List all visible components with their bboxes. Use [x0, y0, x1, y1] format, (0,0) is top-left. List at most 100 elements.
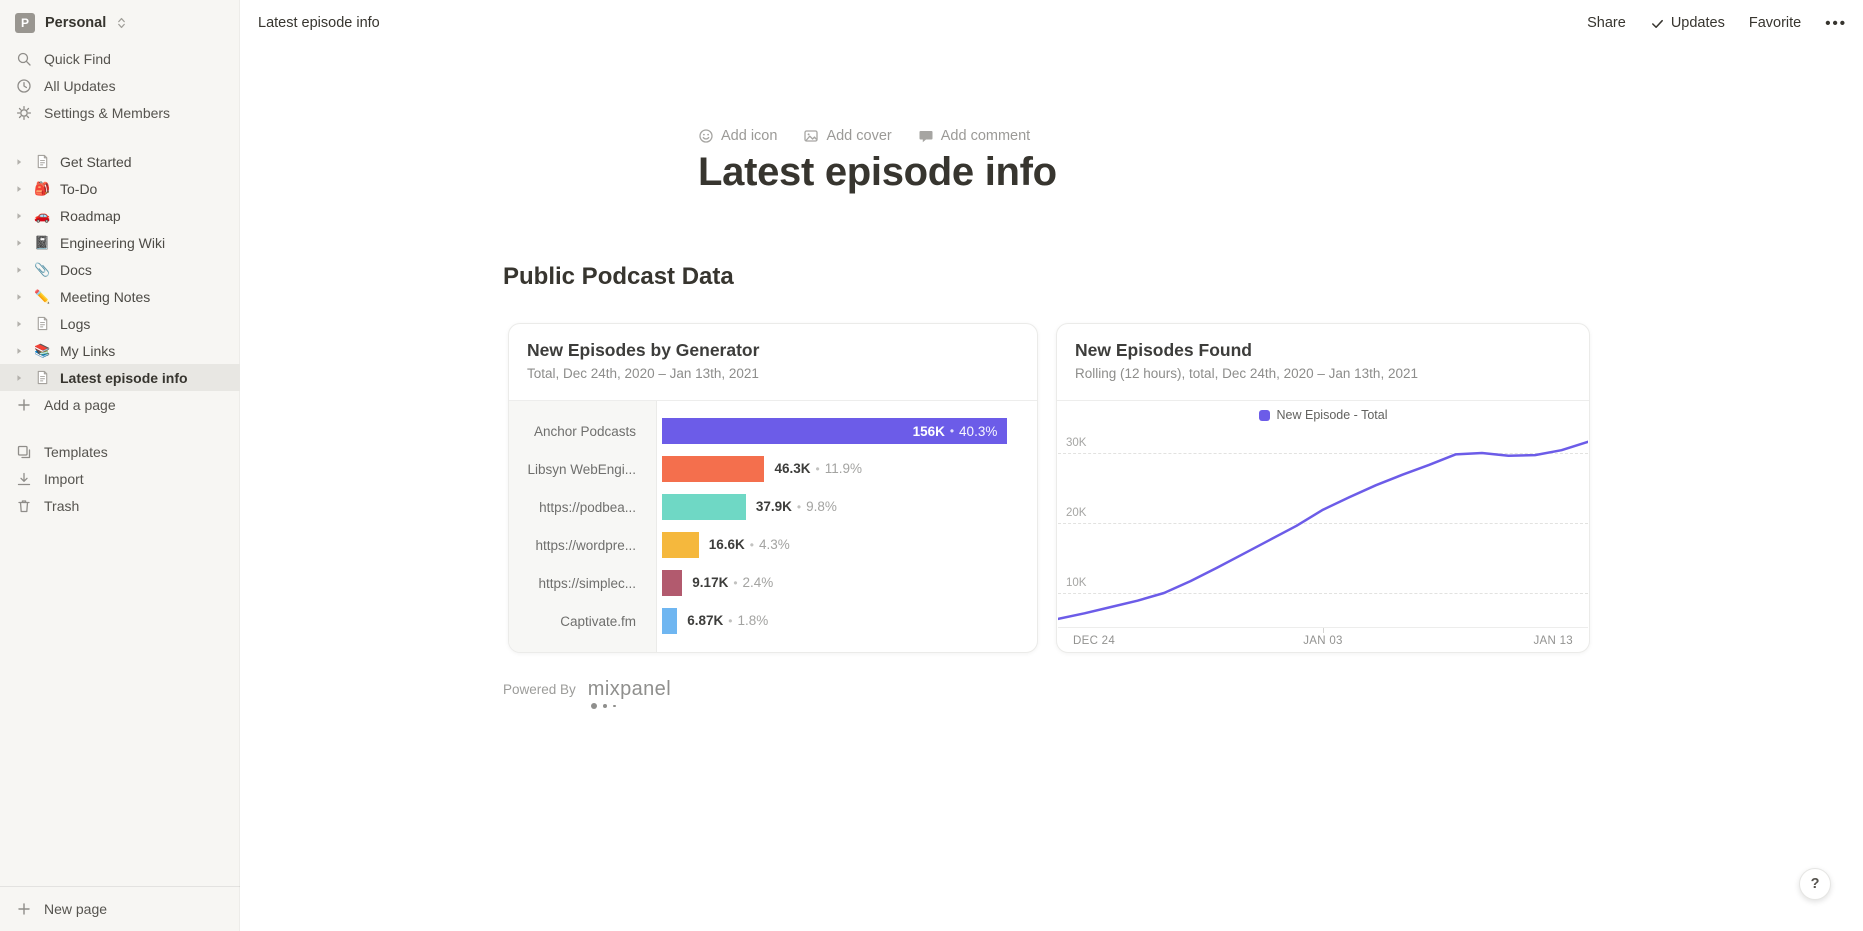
- x-axis-label: JAN 03: [1303, 635, 1343, 647]
- workspace-switcher[interactable]: P Personal: [0, 8, 240, 38]
- sidebar-item-import[interactable]: Import: [0, 465, 240, 492]
- comment-icon: [918, 128, 934, 144]
- bar-percent: 11.9%: [824, 461, 862, 476]
- expand-toggle-icon[interactable]: [10, 369, 28, 387]
- favorite-button[interactable]: Favorite: [1748, 15, 1802, 31]
- sidebar-page-docs[interactable]: 📎 Docs: [0, 256, 240, 283]
- sidebar-pages-list: Get Started 🎒 To-Do 🚗 Roadmap 📓 Engineering Wi…: [0, 148, 240, 391]
- bar[interactable]: [662, 570, 683, 596]
- page-label: Logs: [60, 315, 91, 332]
- sidebar-page-roadmap[interactable]: 🚗 Roadmap: [0, 202, 240, 229]
- line-chart-header: New Episodes Found Rolling (12 hours), t…: [1057, 324, 1589, 401]
- share-button[interactable]: Share: [1587, 15, 1626, 31]
- bar-percent: 9.8%: [806, 499, 837, 514]
- bar-rows: Anchor Podcasts 156K • 40.3% Libsyn WebEngi.…: [509, 412, 1037, 640]
- plus-icon: [15, 397, 33, 413]
- sidebar-page-engineering-wiki[interactable]: 📓 Engineering Wiki: [0, 229, 240, 256]
- new-page-label: New page: [44, 901, 108, 917]
- emoji-icon: 📚: [34, 342, 51, 358]
- emoji-icon: 🚗: [34, 207, 51, 223]
- trash-icon: [15, 498, 33, 514]
- x-axis-tick: [1323, 628, 1324, 633]
- powered-by-mixpanel-link[interactable]: Powered By mixpanel: [503, 678, 671, 709]
- bar[interactable]: [662, 494, 746, 520]
- bar-track: 46.3K • 11.9%: [662, 456, 1035, 482]
- add-icon-button[interactable]: Add icon: [698, 128, 777, 144]
- page-label: Roadmap: [60, 207, 121, 224]
- mixpanel-logo: mixpanel: [588, 678, 671, 709]
- document-icon: [32, 370, 53, 385]
- separator-dot: •: [949, 424, 955, 438]
- page-title[interactable]: Latest episode info: [698, 150, 1057, 194]
- expand-toggle-icon[interactable]: [10, 180, 28, 198]
- breadcrumb[interactable]: Latest episode info: [258, 15, 380, 31]
- sidebar-item-trash[interactable]: Trash: [0, 492, 240, 519]
- bar-row: Captivate.fm 6.87K • 1.8%: [509, 602, 1037, 640]
- line-plot[interactable]: 30K 20K 10K: [1058, 411, 1588, 628]
- expand-toggle-icon[interactable]: [10, 342, 28, 360]
- sidebar-item-label: All Updates: [44, 77, 116, 94]
- bar-row: https://simplec... 9.17K • 2.4%: [509, 564, 1037, 602]
- topbar: Latest episode info Share Updates Favori…: [240, 0, 1863, 46]
- page-label: My Links: [60, 342, 116, 359]
- bar-row: Anchor Podcasts 156K • 40.3%: [509, 412, 1037, 450]
- expand-toggle-icon[interactable]: [10, 234, 28, 252]
- sidebar-page-to-do[interactable]: 🎒 To-Do: [0, 175, 240, 202]
- add-a-page-button[interactable]: Add a page: [0, 391, 240, 418]
- emoji-icon: 🎒: [34, 180, 51, 196]
- sidebar-item-settings-members[interactable]: Settings & Members: [0, 99, 240, 126]
- line-series[interactable]: [1058, 411, 1588, 628]
- section-heading[interactable]: Public Podcast Data: [503, 263, 734, 290]
- sidebar-page-latest-episode-info[interactable]: Latest episode info: [0, 364, 240, 391]
- legend-swatch: [1258, 409, 1270, 421]
- add-comment-button[interactable]: Add comment: [918, 128, 1030, 144]
- expand-toggle-icon[interactable]: [10, 207, 28, 225]
- sidebar-page-my-links[interactable]: 📚 My Links: [0, 337, 240, 364]
- sidebar-page-get-started[interactable]: Get Started: [0, 148, 240, 175]
- bar[interactable]: [662, 608, 678, 634]
- legend-label: New Episode - Total: [1276, 408, 1388, 422]
- sidebar-item-all-updates[interactable]: All Updates: [0, 72, 240, 99]
- sidebar-page-logs[interactable]: Logs: [0, 310, 240, 337]
- y-axis-label: 30K: [1066, 437, 1087, 449]
- sidebar-item-quick-find[interactable]: Quick Find: [0, 45, 240, 72]
- bar-labels-background: [509, 401, 657, 652]
- bar-value-label: 46.3K • 11.9%: [774, 460, 862, 478]
- expand-toggle-icon[interactable]: [10, 315, 28, 333]
- bar-value-label: 16.6K • 4.3%: [709, 536, 790, 554]
- sidebar-item-label: Trash: [44, 497, 80, 514]
- bar[interactable]: [662, 532, 699, 558]
- add-cover-button[interactable]: Add cover: [803, 128, 892, 144]
- x-axis: DEC 24 JAN 03 JAN 13: [1058, 627, 1588, 652]
- new-page-button[interactable]: New page: [0, 886, 240, 931]
- sidebar-item-templates[interactable]: Templates: [0, 438, 240, 465]
- expand-toggle-icon[interactable]: [10, 261, 28, 279]
- bar-percent: 4.3%: [758, 537, 790, 552]
- workspace-avatar: P: [15, 13, 35, 33]
- more-options-button[interactable]: •••: [1825, 14, 1847, 32]
- bar-track: 16.6K • 4.3%: [662, 532, 1035, 558]
- separator-dot: •: [733, 576, 738, 590]
- bar-track: 6.87K • 1.8%: [662, 608, 1035, 634]
- line-chart-card: New Episodes Found Rolling (12 hours), t…: [1056, 323, 1590, 653]
- bar-category-label: Captivate.fm: [560, 613, 636, 629]
- expand-toggle-icon[interactable]: [10, 153, 28, 171]
- page-label: Meeting Notes: [60, 288, 151, 305]
- expand-toggle-icon[interactable]: [10, 288, 28, 306]
- bar-value-label: 37.9K • 9.8%: [756, 498, 837, 516]
- bar-category-label: https://simplec...: [538, 575, 636, 591]
- bar-value: 16.6K: [708, 537, 745, 552]
- sidebar-footer-menu: Templates Import Trash: [0, 438, 240, 519]
- bar[interactable]: [662, 456, 765, 482]
- emoji-icon: ✏️: [34, 288, 51, 304]
- bar-row: Libsyn WebEngi... 46.3K • 11.9%: [509, 450, 1037, 488]
- sidebar-item-label: Quick Find: [44, 50, 111, 67]
- sidebar-page-meeting-notes[interactable]: ✏️ Meeting Notes: [0, 283, 240, 310]
- bar-track: 156K • 40.3%: [662, 418, 1035, 444]
- bar-category-label: Anchor Podcasts: [533, 423, 636, 439]
- add-a-page-label: Add a page: [44, 396, 116, 413]
- updates-button[interactable]: Updates: [1650, 15, 1725, 31]
- bar[interactable]: 156K • 40.3%: [662, 418, 1008, 444]
- help-button[interactable]: ?: [1799, 868, 1831, 900]
